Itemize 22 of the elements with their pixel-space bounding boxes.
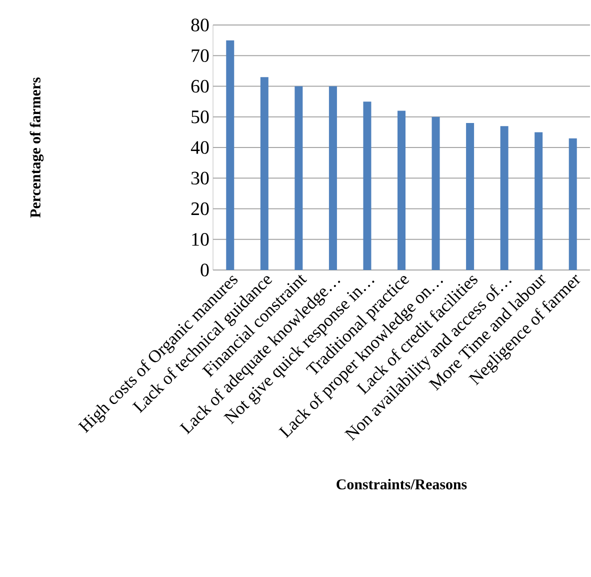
y-axis-title: Percentage of farmers: [30, 77, 44, 218]
y-tick-label: 60: [191, 80, 209, 93]
bar: [260, 77, 268, 270]
y-tick-label: 30: [191, 172, 209, 185]
bar: [500, 126, 508, 270]
bar: [432, 116, 440, 270]
y-tick-label: 20: [191, 202, 209, 216]
y-tick-label: 70: [192, 49, 209, 62]
bar: [398, 110, 406, 270]
y-tick-label: 10: [192, 233, 209, 246]
y-tick-label: 50: [192, 110, 209, 124]
bar: [568, 138, 577, 270]
bar: [294, 86, 303, 270]
bar: [534, 132, 543, 270]
y-tick-label: 80: [191, 18, 209, 32]
bar: [363, 102, 372, 270]
bar: [328, 86, 337, 270]
bar: [466, 123, 474, 270]
y-tick-label: 0: [200, 264, 209, 276]
bar: [226, 40, 234, 270]
x-axis-title: Constraints/Reasons: [336, 478, 467, 490]
y-tick-label: 40: [190, 141, 209, 154]
